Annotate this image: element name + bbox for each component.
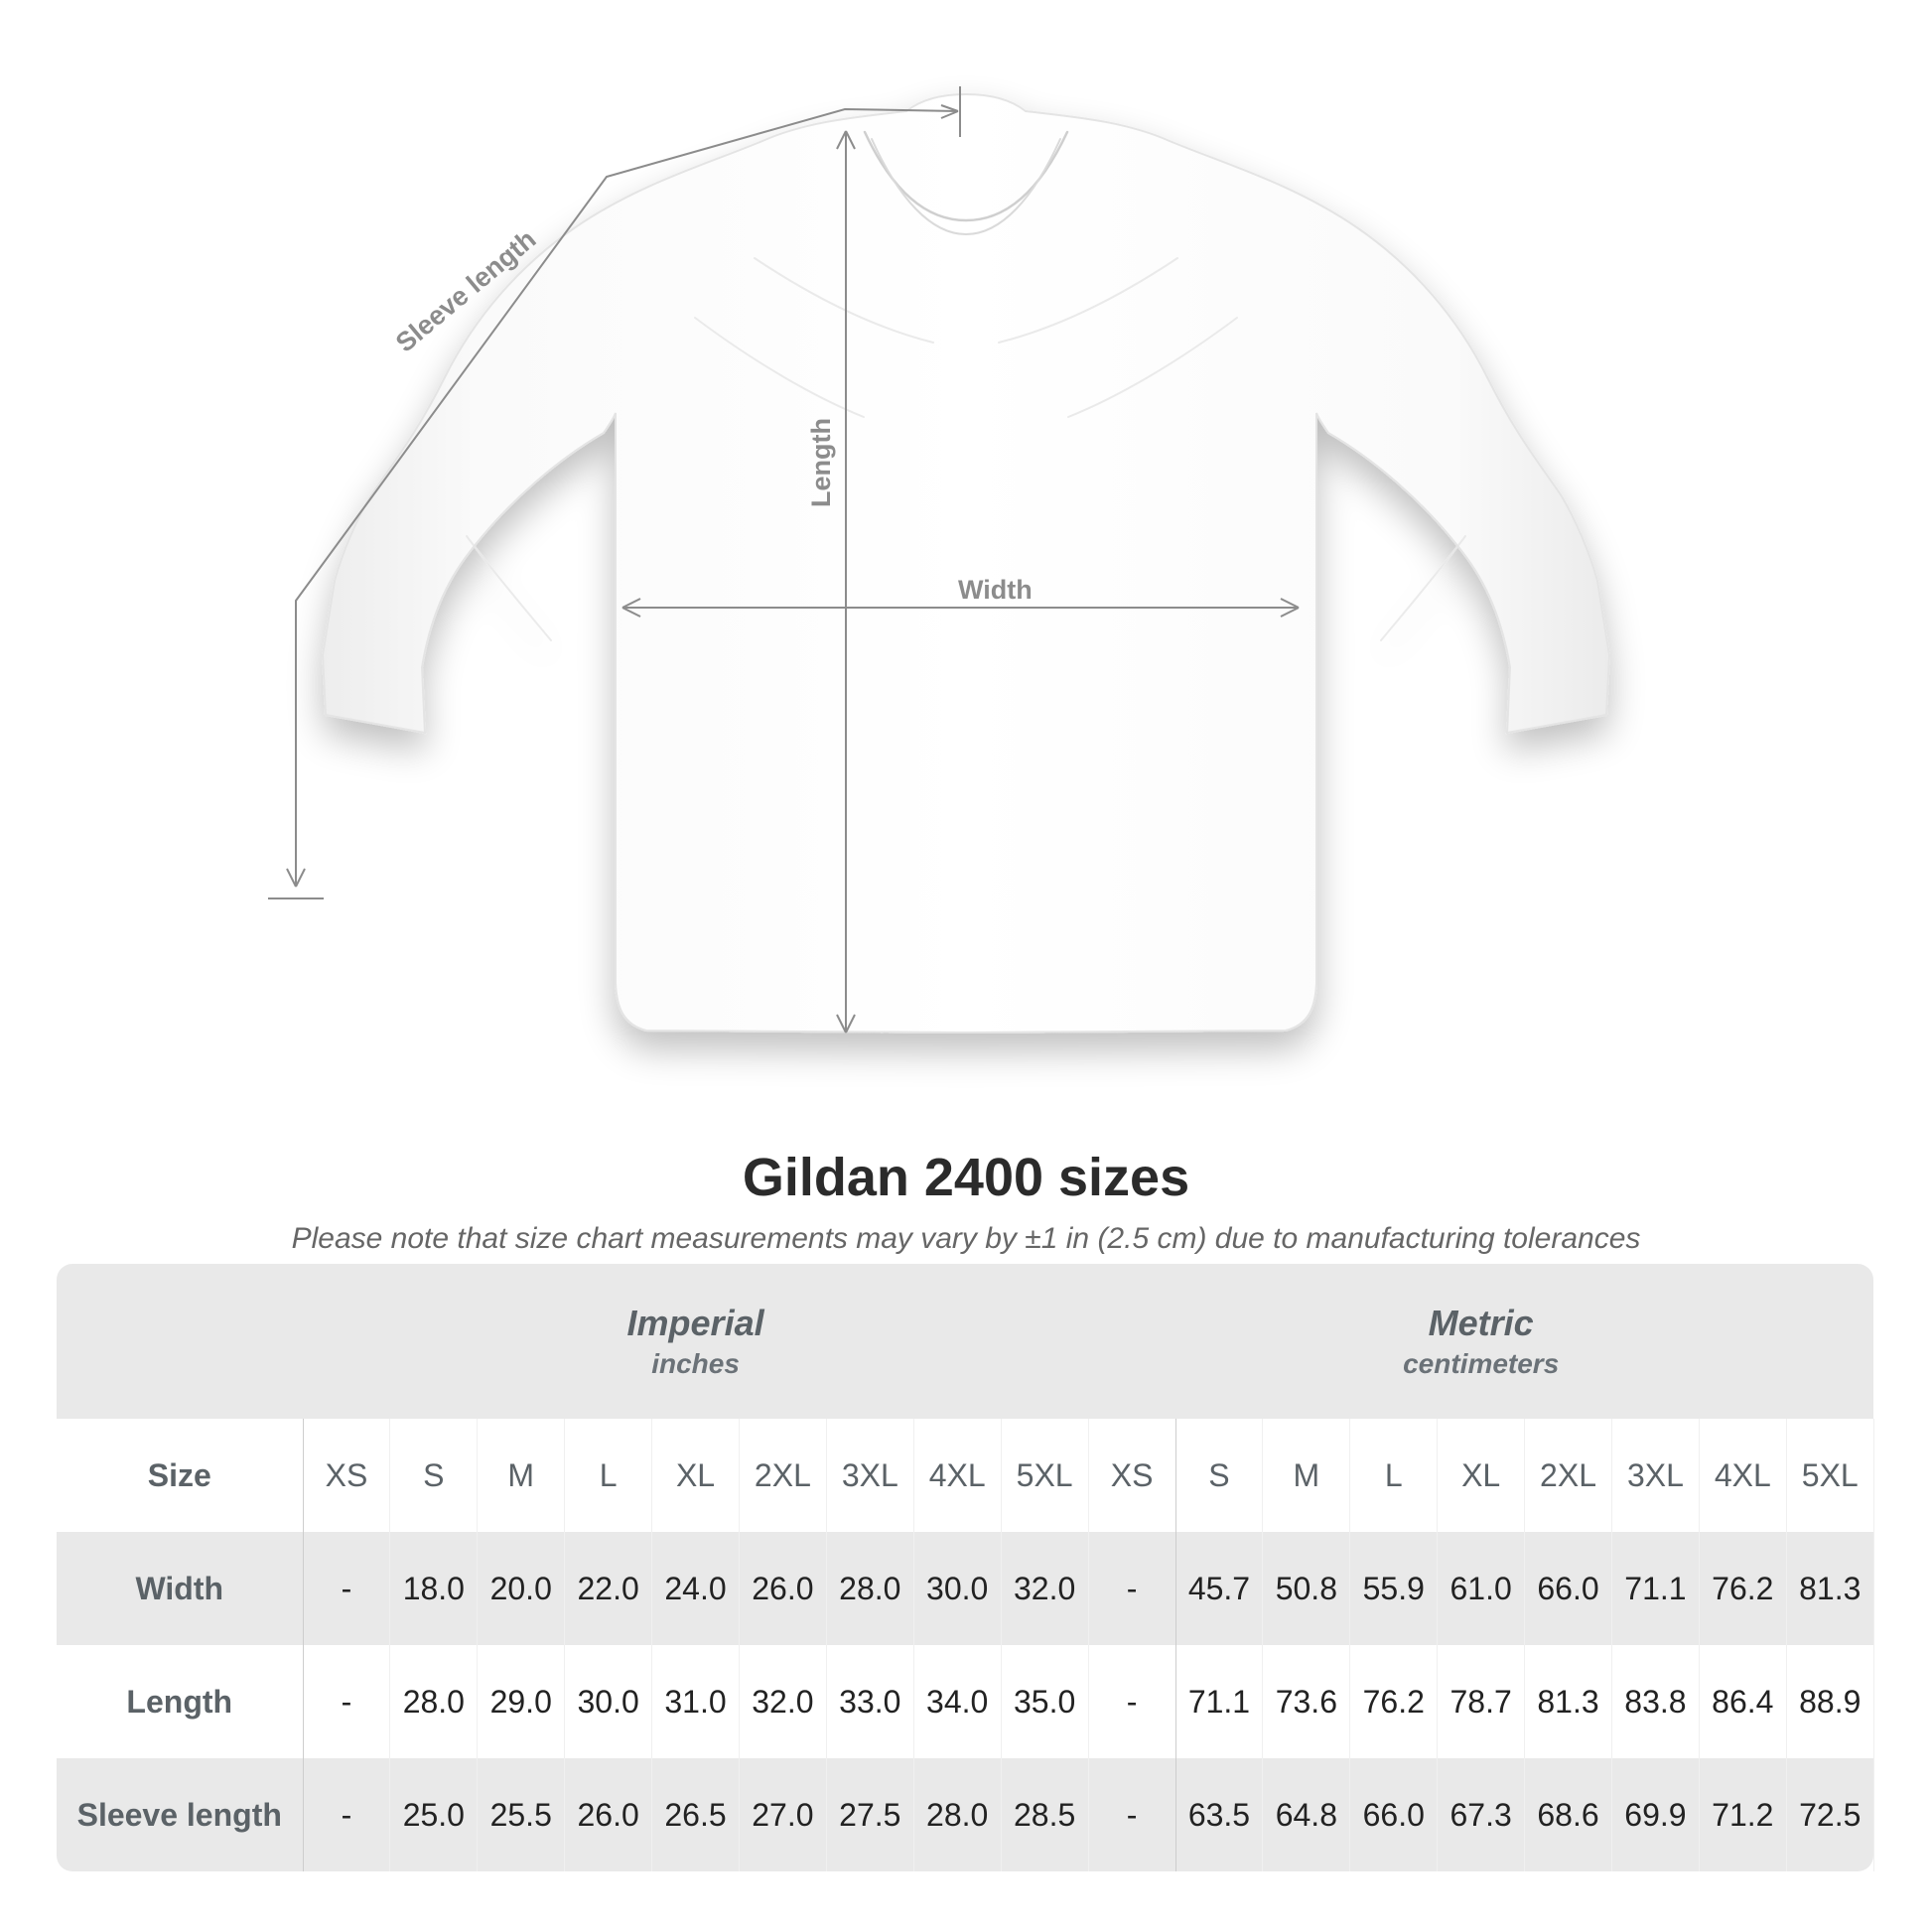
svg-text:Width: Width bbox=[958, 575, 1033, 605]
svg-text:Length: Length bbox=[806, 418, 836, 507]
